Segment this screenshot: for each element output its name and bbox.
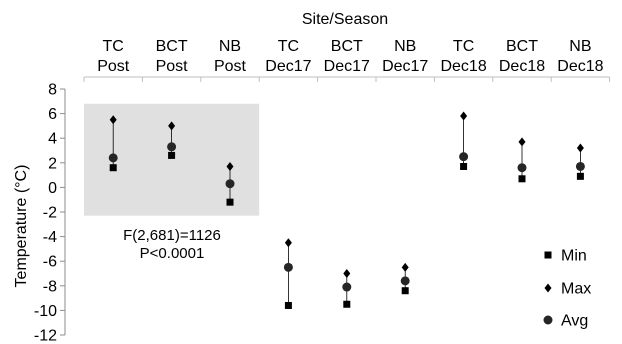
point-avg [575, 161, 585, 171]
category-site-label: TC [453, 38, 474, 55]
point-max [109, 115, 117, 125]
point-avg [225, 179, 235, 189]
category-season-label: Dec18 [440, 58, 486, 75]
category-site-label: NB [219, 38, 241, 55]
category-season-label: Dec17 [382, 58, 428, 75]
point-min [518, 175, 526, 183]
top-axis-title: Site/Season [302, 11, 388, 28]
point-max [168, 121, 176, 131]
point-max [576, 143, 584, 153]
legend-marker-avg [543, 315, 553, 325]
point-avg [108, 153, 118, 163]
category-season-label: Dec17 [265, 58, 311, 75]
point-max [460, 111, 468, 121]
legend-marker-min [544, 251, 552, 259]
y-tick-label: -6 [43, 254, 57, 271]
point-avg [342, 282, 352, 292]
category-site-label: BCT [506, 38, 538, 55]
y-tick-label: -10 [34, 303, 57, 320]
point-max [518, 137, 526, 147]
point-min [284, 301, 292, 309]
legend-marker-max [544, 283, 552, 293]
category-site-label: NB [569, 38, 591, 55]
legend-label-min: Min [561, 248, 587, 265]
point-max [401, 262, 409, 272]
legend: Min Max Avg [543, 248, 591, 330]
y-tick-label: 0 [48, 180, 57, 197]
y-tick-label: -2 [43, 205, 57, 222]
y-tick-label: 2 [48, 155, 57, 172]
point-max [284, 238, 292, 248]
point-min [168, 151, 176, 159]
y-tick-label: -12 [34, 328, 57, 344]
annotation-line-1: F(2,681)=1126 [123, 227, 221, 244]
point-max [343, 269, 351, 278]
point-min [343, 300, 351, 308]
y-tick-label: 4 [48, 131, 57, 148]
point-avg [459, 152, 469, 162]
point-avg [167, 142, 177, 152]
point-max [226, 161, 234, 171]
legend-label-avg: Avg [561, 313, 588, 330]
category-site-label: TC [103, 38, 124, 55]
y-tick-label: 6 [48, 106, 57, 123]
category-site-label: NB [394, 38, 416, 55]
category-season-label: Post [97, 58, 130, 75]
legend-label-max: Max [561, 281, 591, 298]
annotation-line-2: P<0.0001 [140, 245, 205, 262]
category-season-label: Dec18 [557, 58, 603, 75]
category-season-label: Dec18 [499, 58, 545, 75]
category-season-label: Dec17 [324, 58, 370, 75]
y-axis-label: Temperature (°C) [13, 165, 30, 288]
point-min [109, 164, 117, 172]
category-season-label: Post [156, 58, 189, 75]
point-avg [283, 262, 293, 272]
category-site-label: BCT [156, 38, 188, 55]
category-site-label: BCT [331, 38, 363, 55]
point-avg [400, 276, 410, 286]
y-tick-label: 8 [48, 82, 57, 99]
category-season-label: Post [214, 58, 247, 75]
point-avg [517, 163, 527, 173]
y-tick-label: -8 [43, 278, 57, 295]
point-min [576, 172, 584, 180]
point-min [460, 162, 468, 170]
category-site-label: TC [278, 38, 299, 55]
point-min [226, 198, 234, 206]
point-min [401, 287, 409, 295]
y-tick-label: -4 [43, 229, 57, 246]
